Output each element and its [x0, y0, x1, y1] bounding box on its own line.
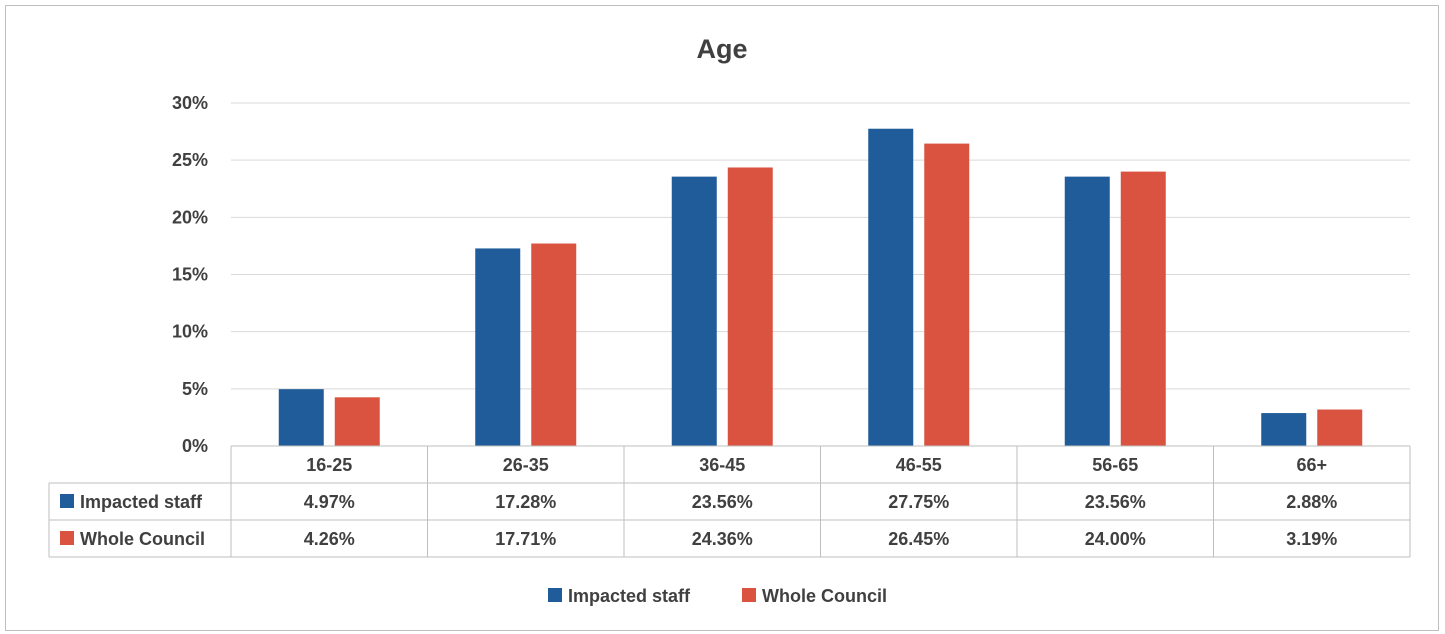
data-table: 16-25 26-35 36-45 46-55 56-65 66+ Impacted sta…: [48, 445, 1411, 558]
table-cell-value: 24.36%: [692, 529, 753, 549]
bar-whole-council-66+: [1317, 409, 1363, 446]
table-legend-key: [60, 531, 74, 545]
bar-impacted-staff-46-55: [868, 128, 914, 446]
bar-whole-council-46-55: [924, 143, 970, 447]
y-tick-label: 15%: [172, 265, 208, 285]
table-series-name: Impacted staff: [80, 492, 203, 512]
bar-impacted-staff-66+: [1261, 413, 1307, 446]
gridlines: [231, 102, 1410, 447]
y-axis-ticks: 0% 5% 10% 15% 20% 25% 30%: [172, 93, 208, 456]
bar-impacted-staff-36-45: [671, 176, 717, 446]
table-cell-value: 17.28%: [495, 492, 556, 512]
table-cell-value: 23.56%: [692, 492, 753, 512]
category-label: 16-25: [306, 455, 352, 475]
table-cell-value: 2.88%: [1286, 492, 1337, 512]
table-cell-value: 3.19%: [1286, 529, 1337, 549]
legend-label: Whole Council: [762, 586, 887, 606]
y-tick-label: 20%: [172, 207, 208, 227]
bar-whole-council-36-45: [727, 167, 773, 446]
bar-impacted-staff-26-35: [475, 248, 521, 446]
bar-impacted-staff-16-25: [278, 389, 324, 446]
bar-whole-council-56-65: [1120, 171, 1166, 446]
legend-key: [742, 588, 756, 602]
table-cell-value: 24.00%: [1085, 529, 1146, 549]
bars: [278, 128, 1363, 447]
table-cell-value: 4.26%: [304, 529, 355, 549]
table-cell-value: 4.97%: [304, 492, 355, 512]
legend-key: [548, 588, 562, 602]
bar-whole-council-26-35: [531, 243, 577, 446]
chart-title: Age: [696, 34, 747, 64]
legend: Impacted staff Whole Council: [548, 586, 887, 606]
category-label: 56-65: [1092, 455, 1138, 475]
bar-whole-council-16-25: [334, 397, 380, 446]
table-series-name: Whole Council: [80, 529, 205, 549]
table-cell-value: 26.45%: [888, 529, 949, 549]
category-label: 36-45: [699, 455, 745, 475]
y-tick-label: 0%: [182, 436, 208, 456]
bar-impacted-staff-56-65: [1064, 176, 1110, 446]
category-label: 66+: [1296, 455, 1327, 475]
table-cell-value: 23.56%: [1085, 492, 1146, 512]
legend-label: Impacted staff: [568, 586, 691, 606]
chart-frame: [5, 5, 1439, 631]
y-tick-label: 30%: [172, 93, 208, 113]
y-tick-label: 25%: [172, 150, 208, 170]
table-legend-key: [60, 494, 74, 508]
category-label: 26-35: [503, 455, 549, 475]
y-tick-label: 5%: [182, 379, 208, 399]
table-cell-value: 27.75%: [888, 492, 949, 512]
category-label: 46-55: [896, 455, 942, 475]
table-cell-value: 17.71%: [495, 529, 556, 549]
y-tick-label: 10%: [172, 322, 208, 342]
